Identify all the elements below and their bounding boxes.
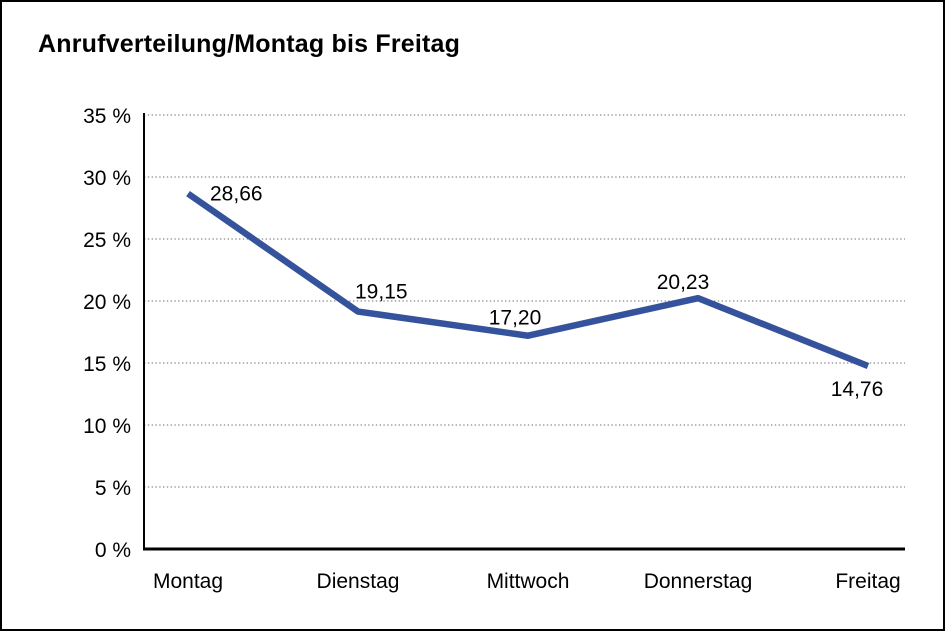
y-tick-label: 5 % xyxy=(95,477,131,500)
y-tick-label: 10 % xyxy=(83,415,131,438)
data-label: 19,15 xyxy=(355,281,408,304)
data-label: 17,20 xyxy=(489,307,542,330)
y-tick-label: 0 % xyxy=(95,539,131,562)
data-label: 20,23 xyxy=(657,271,710,294)
x-category-label: Mittwoch xyxy=(487,570,570,593)
x-category-label: Freitag xyxy=(835,570,900,593)
y-tick-label: 35 % xyxy=(83,105,131,128)
y-tick-label: 25 % xyxy=(83,229,131,252)
x-category-label: Montag xyxy=(153,570,223,593)
data-label: 14,76 xyxy=(831,378,884,401)
y-tick-label: 20 % xyxy=(83,291,131,314)
x-category-label: Dienstag xyxy=(317,570,400,593)
y-tick-label: 15 % xyxy=(83,353,131,376)
data-line xyxy=(186,190,870,369)
y-tick-label: 30 % xyxy=(83,167,131,190)
chart-title: Anrufverteilung/Montag bis Freitag xyxy=(38,30,461,58)
x-category-label: Donnerstag xyxy=(644,570,753,593)
data-label: 28,66 xyxy=(210,183,263,206)
